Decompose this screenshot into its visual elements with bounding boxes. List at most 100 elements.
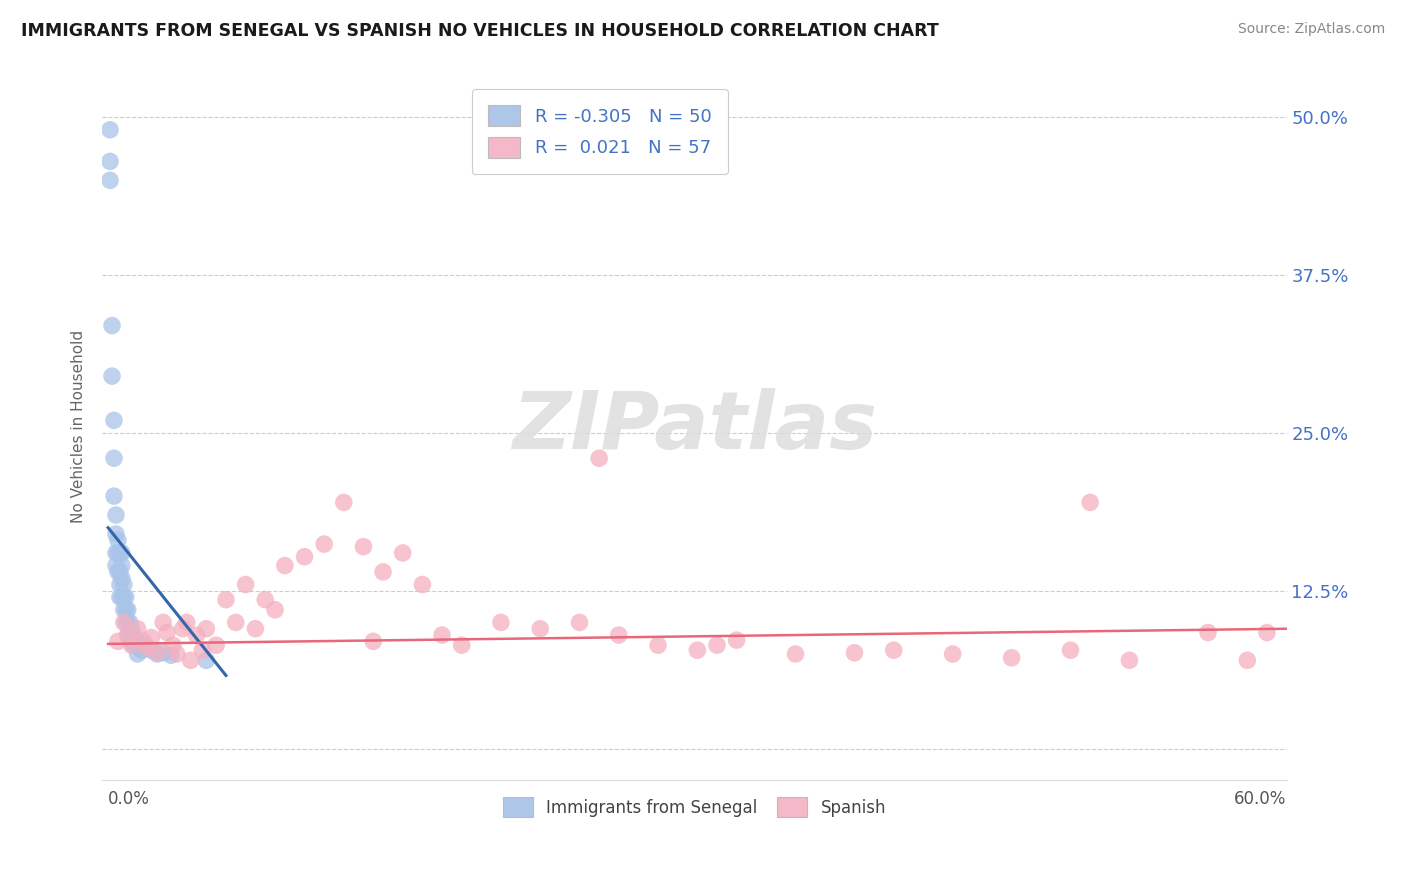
Point [104, 558, 127, 573]
Point [166, 647, 188, 661]
Point [127, 634, 149, 648]
Point [117, 628, 139, 642]
Point [195, 653, 218, 667]
Point [450, 638, 472, 652]
Point [254, 592, 277, 607]
Point [883, 643, 905, 657]
Point [314, 537, 336, 551]
Point [107, 546, 129, 560]
Point [686, 643, 709, 657]
Y-axis label: No Vehicles in Household: No Vehicles in Household [72, 330, 86, 524]
Point [117, 628, 139, 642]
Point [136, 640, 159, 655]
Point [118, 615, 141, 630]
Point [121, 638, 143, 652]
Point [107, 565, 129, 579]
Point [103, 489, 125, 503]
Point [146, 647, 169, 661]
Point [103, 413, 125, 427]
Point [162, 638, 184, 652]
Point [112, 615, 135, 630]
Point [1078, 495, 1101, 509]
Point [104, 546, 127, 560]
Point [101, 369, 124, 384]
Point [156, 625, 179, 640]
Point [104, 527, 127, 541]
Point [430, 628, 453, 642]
Point [264, 603, 287, 617]
Point [111, 571, 134, 585]
Point [124, 634, 146, 648]
Text: IMMIGRANTS FROM SENEGAL VS SPANISH NO VEHICLES IN HOUSEHOLD CORRELATION CHART: IMMIGRANTS FROM SENEGAL VS SPANISH NO VE… [21, 22, 939, 40]
Text: Source: ZipAtlas.com: Source: ZipAtlas.com [1237, 22, 1385, 37]
Point [607, 628, 630, 642]
Point [112, 603, 135, 617]
Point [1059, 643, 1081, 657]
Point [245, 622, 267, 636]
Point [114, 615, 136, 630]
Point [101, 318, 124, 333]
Point [706, 638, 728, 652]
Point [215, 592, 238, 607]
Point [1236, 653, 1258, 667]
Point [114, 603, 136, 617]
Point [195, 622, 218, 636]
Point [235, 577, 257, 591]
Point [111, 590, 134, 604]
Point [108, 590, 131, 604]
Point [333, 495, 356, 509]
Point [131, 643, 153, 657]
Point [274, 558, 297, 573]
Point [103, 451, 125, 466]
Point [98, 173, 121, 187]
Point [108, 565, 131, 579]
Point [104, 508, 127, 522]
Point [121, 622, 143, 636]
Point [172, 622, 194, 636]
Point [98, 123, 121, 137]
Point [361, 634, 384, 648]
Point [152, 615, 174, 630]
Point [725, 633, 748, 648]
Point [111, 546, 134, 560]
Point [1256, 625, 1278, 640]
Point [107, 634, 129, 648]
Point [111, 558, 134, 573]
Point [371, 565, 394, 579]
Point [127, 622, 149, 636]
Point [127, 647, 149, 661]
Point [785, 647, 807, 661]
Point [152, 646, 174, 660]
Point [146, 646, 169, 660]
Point [176, 615, 198, 630]
Point [141, 643, 163, 657]
Point [489, 615, 512, 630]
Point [529, 622, 551, 636]
Point [180, 653, 202, 667]
Point [1197, 625, 1219, 640]
Point [108, 577, 131, 591]
Point [122, 638, 145, 652]
Point [114, 590, 136, 604]
Point [391, 546, 413, 560]
Point [160, 648, 183, 663]
Point [186, 628, 208, 642]
Point [132, 638, 155, 652]
Point [588, 451, 610, 466]
Point [1118, 653, 1140, 667]
Point [352, 540, 374, 554]
Point [647, 638, 669, 652]
Point [118, 628, 141, 642]
Point [128, 640, 150, 655]
Point [122, 628, 145, 642]
Point [141, 631, 163, 645]
Point [205, 638, 228, 652]
Point [117, 615, 139, 630]
Point [1000, 650, 1022, 665]
Point [942, 647, 965, 661]
Point [294, 549, 316, 564]
Point [844, 646, 866, 660]
Point [121, 634, 143, 648]
Point [568, 615, 591, 630]
Point [107, 533, 129, 548]
